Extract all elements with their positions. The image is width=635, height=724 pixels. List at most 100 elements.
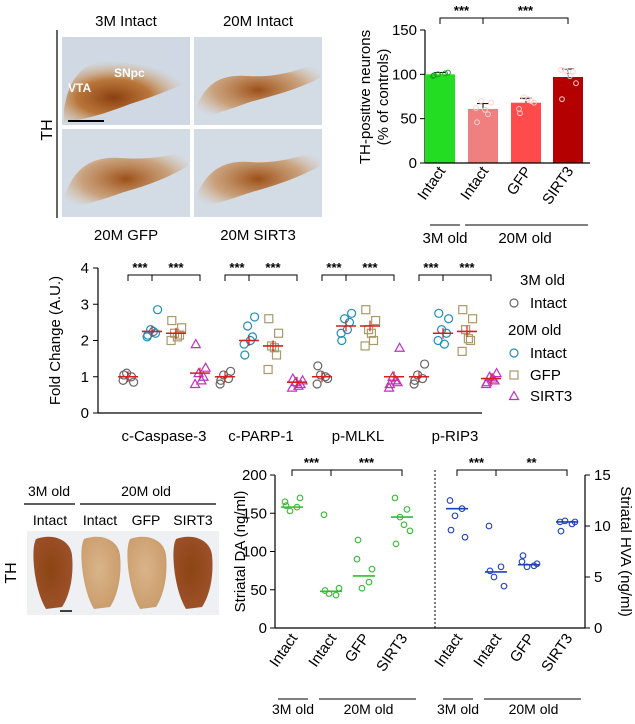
data-point (190, 338, 202, 349)
y-tick-label-right: 10 (594, 518, 611, 535)
data-point (243, 321, 253, 331)
legend-group-20m: 20M old (508, 322, 561, 339)
significance-bracket (439, 17, 484, 24)
data-point (297, 374, 309, 385)
x-tick-label: GFP (342, 631, 374, 666)
y-axis-label-right: Striatal HVA (ng/ml) (617, 486, 634, 617)
data-point (286, 507, 294, 515)
data-point (573, 80, 579, 87)
significance-bracket (345, 274, 395, 281)
region-label-vta: VTA (68, 81, 91, 95)
image-tile-20m-intact (194, 37, 322, 125)
data-point (219, 370, 229, 380)
x-tick-label: Intact (470, 630, 505, 670)
data-point (478, 98, 484, 104)
significance-label: *** (265, 260, 281, 275)
significance-bracket (456, 469, 497, 476)
striatum-20m-gfp (127, 536, 167, 609)
y-tick-label: 2 (81, 333, 89, 350)
x-tick-label: Intact (457, 163, 492, 203)
y-tick-label-left: 0 (259, 620, 267, 637)
data-point (320, 511, 328, 519)
data-point (457, 346, 467, 356)
data-point (354, 536, 362, 544)
data-point (406, 527, 414, 535)
fold-change-svg: 0 1 2 3 4 Fold Change (A.U.) *** *** *** *** *** **… (47, 260, 572, 445)
data-point (282, 502, 290, 509)
significance-bracket (127, 274, 153, 281)
striatum-20m-sirt3 (173, 536, 213, 609)
data-point (558, 67, 564, 73)
data-point (563, 67, 569, 74)
panel-d-col-intact-3m: Intact (33, 512, 67, 528)
striatal-svg: 0 50 100 150 200 0 5 10 15 Striatal DA (ng/ml) Str… (232, 455, 634, 717)
data-point (519, 552, 527, 559)
data-point (368, 335, 379, 346)
legend-group-3m: 3M old (520, 272, 565, 289)
panel-e-striatal-da-hva: 0 50 100 150 200 0 5 10 15 Striatal DA (ng/ml) Str… (225, 455, 635, 719)
significance-bracket (151, 274, 201, 281)
data-point (146, 325, 156, 335)
data-point (263, 364, 273, 375)
significance-label: ** (526, 455, 537, 470)
data-point (497, 563, 505, 571)
data-point (430, 73, 436, 80)
x-tick-label: SIRT3 (538, 631, 576, 675)
image-label-20m-gfp: 20M GFP (94, 227, 158, 244)
significance-bracket (495, 469, 568, 476)
y-tick-label: 50 (400, 111, 417, 128)
image-tile-20m-gfp (62, 129, 190, 217)
bar (425, 74, 455, 163)
data-point (446, 497, 454, 504)
data-point (312, 379, 322, 389)
group-label-3m: 3M old (437, 701, 479, 717)
x-category-label: p-RIP3 (432, 428, 479, 445)
panel-d-col-gfp: GFP (132, 512, 161, 528)
data-point (468, 314, 478, 324)
data-point (337, 335, 347, 346)
data-point (167, 315, 177, 326)
significance-label: *** (326, 260, 342, 275)
data-point (358, 584, 366, 592)
data-point (559, 96, 565, 103)
image-label-20m-sirt3: 20M SIRT3 (220, 227, 296, 244)
data-point (335, 584, 343, 592)
data-point (491, 367, 503, 378)
data-point (525, 96, 531, 103)
significance-label: *** (359, 455, 375, 470)
x-tick-label: GFP (504, 164, 536, 199)
data-point (360, 341, 370, 351)
data-point (567, 73, 573, 80)
group-label-3m: 3M old (272, 701, 314, 717)
data-point (215, 379, 225, 389)
data-point (129, 377, 139, 387)
data-point (286, 381, 298, 392)
data-point (153, 305, 163, 315)
significance-label: *** (304, 455, 320, 470)
x-category-label: p-MLKL (332, 428, 385, 445)
panel-d-svg: 3M old 20M old Intact Intact GFP SIRT3 T… (3, 483, 219, 615)
data-point (240, 350, 250, 360)
data-point (434, 308, 444, 318)
significance-bracket (442, 274, 492, 281)
y-axis-label-left: Striatal DA (ng/ml) (232, 491, 249, 613)
panel-a-row-label: TH (39, 119, 56, 140)
data-point (281, 498, 289, 506)
data-point (463, 334, 473, 344)
legend-entry: SIRT3 (530, 388, 572, 405)
data-point (342, 325, 352, 335)
data-point (517, 110, 523, 117)
data-point (391, 494, 399, 502)
data-point (400, 521, 408, 529)
data-point (391, 376, 404, 387)
significance-label: *** (229, 260, 245, 275)
data-point (274, 328, 284, 338)
data-point (371, 315, 381, 326)
y-tick-label-left: 100 (242, 544, 267, 561)
y-tick-label-left: 150 (242, 505, 267, 522)
data-point (316, 370, 326, 380)
data-point (389, 374, 401, 385)
data-point (533, 560, 541, 568)
y-axis-label: Fold Change (A.U.) (47, 276, 64, 405)
data-point (439, 339, 449, 349)
